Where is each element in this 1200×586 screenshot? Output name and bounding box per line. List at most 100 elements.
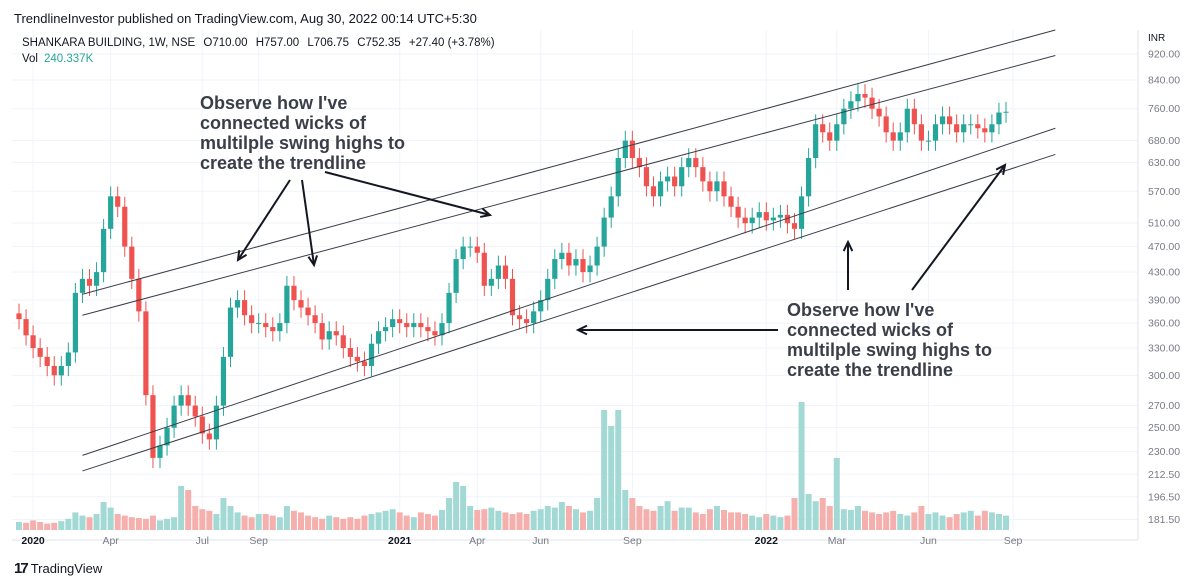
candle-body [439,323,445,336]
candle-body [1003,111,1009,113]
volume-bar [650,510,657,530]
trendline [82,153,1056,472]
close-value: C752.35 [357,37,401,49]
volume-bar [988,512,995,530]
candle-body [65,352,71,366]
x-tick-label: Jun [532,535,549,547]
volume-bar [685,507,692,530]
y-tick-label: 270.00 [1148,400,1180,412]
volume-bar [453,482,460,530]
candle-body [961,124,967,133]
candle-body [30,335,36,349]
candle-body [904,108,910,133]
candle-body [700,167,706,182]
candle-body [347,348,353,357]
volume-bar [305,515,312,530]
volume-bar [340,518,347,530]
candle-body [460,246,466,260]
arrow-head [575,324,588,336]
footer-brand[interactable]: 17 TradingView [14,560,102,577]
candle-body [143,311,149,396]
y-tick-label: 680.00 [1148,135,1180,147]
candle-body [79,278,86,293]
x-tick-label: Jun [920,535,937,547]
volume-bar [474,510,481,530]
candle-body [735,206,741,218]
y-tick-label: 390.00 [1148,295,1180,307]
candle-body [855,94,861,102]
change-value: +27.40 (+3.78%) [408,37,495,49]
volume-bar [918,506,925,530]
candle-body [820,124,826,133]
volume-bar [65,518,72,530]
candle-body [375,331,382,344]
y-tick-label: 570.00 [1148,186,1180,198]
candle-body [538,300,544,312]
candle-body [911,108,917,125]
candle-body [234,300,241,308]
volume-bar [826,506,833,530]
candle-body [425,327,431,332]
volume-bar [37,522,44,530]
candle-body [509,278,516,316]
volume-bar [16,522,22,530]
volume-bar [847,510,854,530]
volume-bar [417,512,424,530]
volume-bar [128,517,135,530]
time-axis: 2020 Apr Jul Sep 2021 Apr Jun Sep 2022 Mar Jun Sep [12,535,1138,547]
volume-bar [227,506,234,530]
candle-body [404,323,410,328]
candle-body [890,132,896,141]
volume-bar [516,512,523,530]
candle-body [749,217,755,224]
candle-body [354,356,360,362]
volume-bar [72,512,79,530]
candle-body [502,265,509,279]
volume-legend: Vol 240.337K [22,53,93,65]
annotation-top: Observe how I've connected wicks of mult… [200,93,405,173]
candle-body [925,140,932,142]
volume-bar [375,512,382,530]
candle-body [954,124,960,133]
candle-body [516,315,523,320]
candle-body [947,116,953,125]
candle-body [185,395,191,406]
price-axis: INR 920.00 840.00 760.00 680.00 630.00 570.00 5… [1137,30,1180,540]
arrow-head [236,249,248,262]
volume-bar [530,510,537,530]
candle-body [650,186,657,197]
candle-body [827,132,833,141]
volume-bar [431,515,438,530]
candle-body [770,217,776,221]
symbol-name[interactable]: SHANKARA BUILDING, 1W, NSE [22,37,196,49]
volume-bar [890,510,897,530]
candle-body [686,158,692,168]
candle-body [291,285,297,301]
candle-body [982,128,988,133]
candle-body [58,365,64,376]
candle-body [333,331,339,336]
x-tick-label: Mar [828,535,847,547]
volume-bar [206,510,213,530]
volume-bar [911,512,918,530]
candle-body [784,214,791,224]
y-tick-label: 510.00 [1148,218,1180,230]
candle-body [707,181,713,192]
candle-body [580,259,586,273]
volume-bar [615,410,622,530]
candle-body [44,356,50,366]
candle-body [37,348,43,357]
volume-bar [904,515,911,530]
candle-body [566,252,572,266]
volume-bar [495,510,502,530]
volume-bar [368,514,375,530]
symbol-ohlc: SHANKARA BUILDING, 1W, NSE O710.00 H757.… [22,37,500,49]
y-tick-label: 330.00 [1148,343,1180,355]
publisher-line: TrendlineInvestor published on TradingVi… [14,11,477,26]
volume-bar [939,515,946,530]
volume-bar [925,514,932,530]
volume-bar [509,514,516,530]
volume-bar [481,509,488,530]
volume-bar [502,512,509,530]
